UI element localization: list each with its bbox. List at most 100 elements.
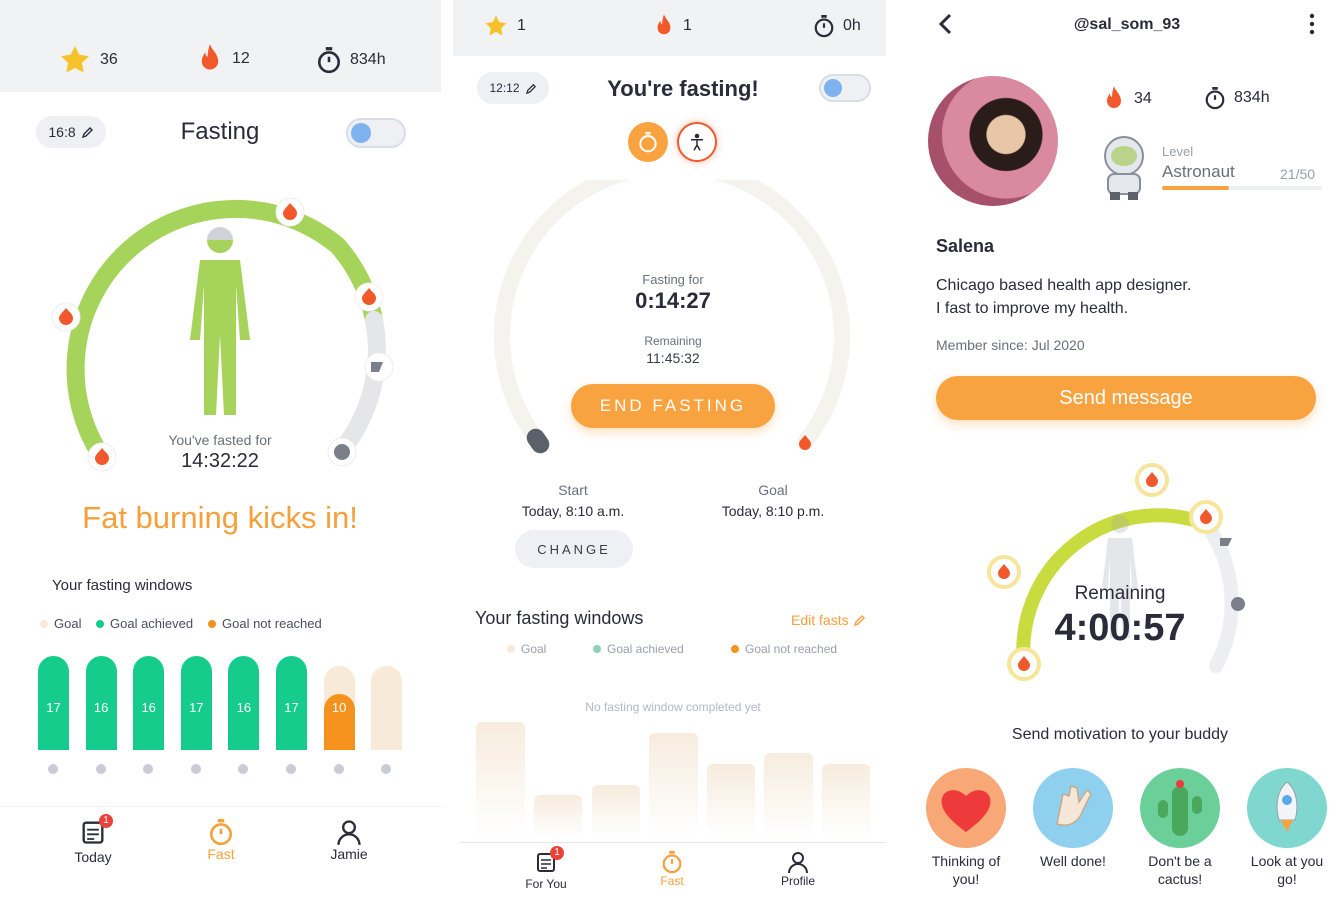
start-handle[interactable] [523,425,553,457]
legend-achieved-dot [593,645,601,653]
start-label: Start [558,482,588,498]
fasted-label: You've fasted for [168,432,272,448]
motivation-rocket[interactable] [1247,768,1327,848]
legend-goal: Goal [40,616,81,631]
phase-marker-5[interactable] [327,437,357,467]
nav-profile[interactable]: Profile [765,850,831,888]
phase-marker-5[interactable] [1231,597,1245,611]
fasting-screen: 36 12 834h 16:8 Fasting You've fasted f [0,0,441,900]
motivation-cactus[interactable] [1140,768,1220,848]
nav-profile[interactable]: Jamie [316,818,382,862]
today-icon [82,821,104,844]
send-message-button[interactable]: Send message [936,376,1316,420]
fasting-window-bar[interactable]: 17 [276,656,307,750]
level-name: Astronaut [1162,162,1235,181]
windows-title: Your fasting windows [475,608,644,628]
phase-marker-3[interactable] [1189,500,1223,534]
time-pill-label: 12:12 [489,81,520,95]
nav-today-badge: 1 [99,814,113,828]
nav-today[interactable]: 1 Today [60,814,126,865]
fasting-window-bar[interactable]: 16 [85,656,117,750]
more-icon[interactable] [1308,12,1316,36]
back-icon[interactable] [936,12,956,36]
status-headline: Fat burning kicks in! [82,500,358,535]
stopwatch-icon [814,15,834,38]
edit-fasts-link[interactable]: Edit fasts [791,612,866,628]
fasting-window-bar[interactable]: 16 [228,656,260,750]
phase-marker-1[interactable] [987,555,1021,589]
day-dot [190,764,201,774]
user-icon [788,852,808,874]
motivation-thinking[interactable] [926,768,1006,848]
nav-divider [0,806,441,807]
mode-toggle[interactable] [346,118,406,148]
day-dot [381,764,392,774]
day-dot [333,764,344,774]
fasted-time: 14:32:22 [181,450,259,472]
phase-marker-3[interactable] [354,282,384,312]
day-dot [48,764,58,774]
change-button[interactable]: CHANGE [515,530,633,568]
user-icon [337,820,361,845]
nav-today[interactable]: 1 For You [513,846,579,891]
fasting-window-bar[interactable]: 17 [38,656,69,750]
legend-goal: Goal [507,642,546,656]
star-icon [61,46,89,73]
legend-achieved-text: Goal achieved [110,616,194,631]
streak-stat: 34 [1102,84,1152,114]
empty-bar [649,733,698,838]
motivation-label-line-1: Thinking of [931,853,1001,869]
day-dot [286,764,296,774]
phase-marker-4[interactable] [1220,538,1232,546]
hours-count: 0h [843,17,861,34]
fasting-window-bar[interactable]: 17 [180,656,212,750]
fasting-window-bar[interactable] [371,666,403,750]
mode-toggle[interactable] [819,74,871,102]
hours-count: 834h [1234,89,1270,106]
legend-not-reached-dot [731,645,739,653]
goal-label: Goal [758,482,788,498]
nav-today-label: Today [74,849,112,865]
legend-not-reached-text: Goal not reached [222,616,322,631]
timer-tab[interactable] [628,122,668,162]
clap-icon [1056,785,1092,826]
level-label: Level [1162,144,1194,159]
empty-message: No fasting window completed yet [585,700,761,714]
windows-title: Your fasting windows [52,577,193,594]
nav-fast[interactable]: Fast [639,850,705,888]
stopwatch-icon [639,131,657,153]
legend-goal-dot [40,619,48,628]
fasting-window-bar[interactable]: 16 [133,656,165,750]
streak-count: 12 [232,50,250,67]
phase-marker-1[interactable] [51,302,81,332]
hours-stat: 834h [1204,86,1270,110]
body-tab[interactable] [677,122,717,162]
motivation-well-done[interactable] [1033,768,1113,848]
streak-count: 1 [683,17,692,34]
fasting-window-bar[interactable]: 10 [323,694,355,750]
pencil-icon [81,127,93,138]
end-fasting-button[interactable]: END FASTING [571,384,775,428]
toggle-icon [351,123,371,143]
phase-marker-2[interactable] [275,197,305,227]
phase-marker-0[interactable] [1007,647,1041,681]
empty-bar [534,795,582,838]
avatar[interactable] [928,76,1058,206]
flame-icon [657,14,671,35]
motivation-label-line-2: you! [952,871,980,887]
nav-today-badge: 1 [550,846,564,860]
motivation-label: Well done! [1023,852,1123,870]
phase-marker-2[interactable] [1135,463,1169,497]
time-pill[interactable]: 12:12 [477,72,549,104]
streak-stat: 12 [196,42,250,76]
nav-fast-label: Fast [207,846,235,862]
nav-fast[interactable]: Fast [188,818,254,862]
cactus-icon [1158,780,1202,836]
flame-icon [1107,86,1121,108]
legend-not-reached-dot [208,619,216,628]
phase-marker-0[interactable] [87,442,117,472]
phase-marker-4[interactable] [364,352,394,382]
stopwatch-icon [1205,87,1225,110]
plan-pill[interactable]: 16:8 [36,116,106,148]
empty-bar [764,753,813,838]
